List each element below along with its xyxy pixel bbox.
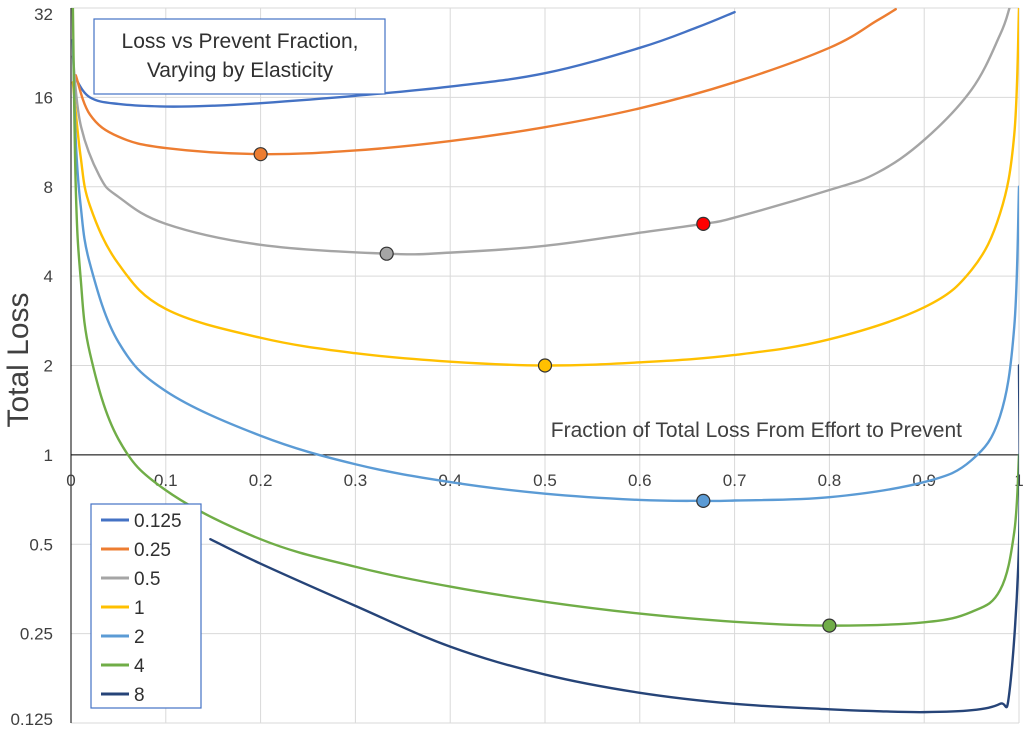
series-line-4 xyxy=(71,8,1019,627)
y-tick-label: 0.25 xyxy=(20,625,53,644)
y-tick-label: 32 xyxy=(34,5,53,24)
legend-label: 4 xyxy=(134,656,145,677)
data-marker xyxy=(379,246,394,261)
legend-label: 8 xyxy=(134,685,145,706)
markers xyxy=(253,147,837,633)
x-tick-label: 0.3 xyxy=(344,471,368,490)
x-tick-label: 0.1 xyxy=(154,471,178,490)
legend-label: 0.25 xyxy=(134,540,171,561)
legend-label: 0.125 xyxy=(134,511,182,532)
x-tick-label: 0.8 xyxy=(818,471,842,490)
title-box: Loss vs Prevent Fraction, Varying by Elas… xyxy=(93,18,386,95)
y-axis-label: Total Loss xyxy=(2,292,35,427)
data-marker xyxy=(537,358,553,373)
y-tick-label: 0.125 xyxy=(10,710,53,729)
axes xyxy=(70,8,1019,723)
x-axis-label: Fraction of Total Loss From Effort to Pr… xyxy=(551,419,962,442)
series-line-0-125 xyxy=(74,10,736,108)
x-tick-label: 0.9 xyxy=(912,471,936,490)
series-line-0-25 xyxy=(74,8,897,156)
legend-label: 0.5 xyxy=(134,569,160,590)
data-marker xyxy=(696,493,711,508)
y-tick-labels: 0.125 0.25 0.5 1 2 4 8 16 32 xyxy=(10,5,53,729)
series-line-2 xyxy=(71,38,1019,503)
chart-title: Loss vs Prevent Fraction, Varying by Elas… xyxy=(122,30,359,82)
x-tick-label: 0.7 xyxy=(723,471,747,490)
y-tick-label: 16 xyxy=(34,88,53,107)
x-tick-label: 0 xyxy=(66,471,75,490)
x-tick-label: 0.2 xyxy=(249,471,273,490)
x-tick-label: 0.5 xyxy=(533,471,557,490)
legend-label: 1 xyxy=(134,598,145,619)
data-marker xyxy=(253,147,268,162)
y-tick-label: 0.5 xyxy=(29,535,53,554)
y-tick-label: 8 xyxy=(44,178,53,197)
y-tick-label: 4 xyxy=(44,267,53,286)
series-line-0-5 xyxy=(71,8,1011,256)
y-tick-label: 1 xyxy=(44,446,53,465)
series-line-8 xyxy=(209,364,1019,714)
legend: 0.125 0.25 0.5 1 2 4 8 xyxy=(90,503,202,709)
x-tick-labels: 0 0.1 0.2 0.3 0.4 0.5 0.6 0.7 0.8 0.9 1 xyxy=(66,471,1023,490)
legend-label: 2 xyxy=(134,627,145,648)
data-marker xyxy=(696,216,711,231)
x-tick-label: 0.6 xyxy=(628,471,652,490)
x-tick-label: 0.4 xyxy=(438,471,462,490)
y-tick-label: 2 xyxy=(44,357,53,376)
data-marker xyxy=(822,618,837,633)
